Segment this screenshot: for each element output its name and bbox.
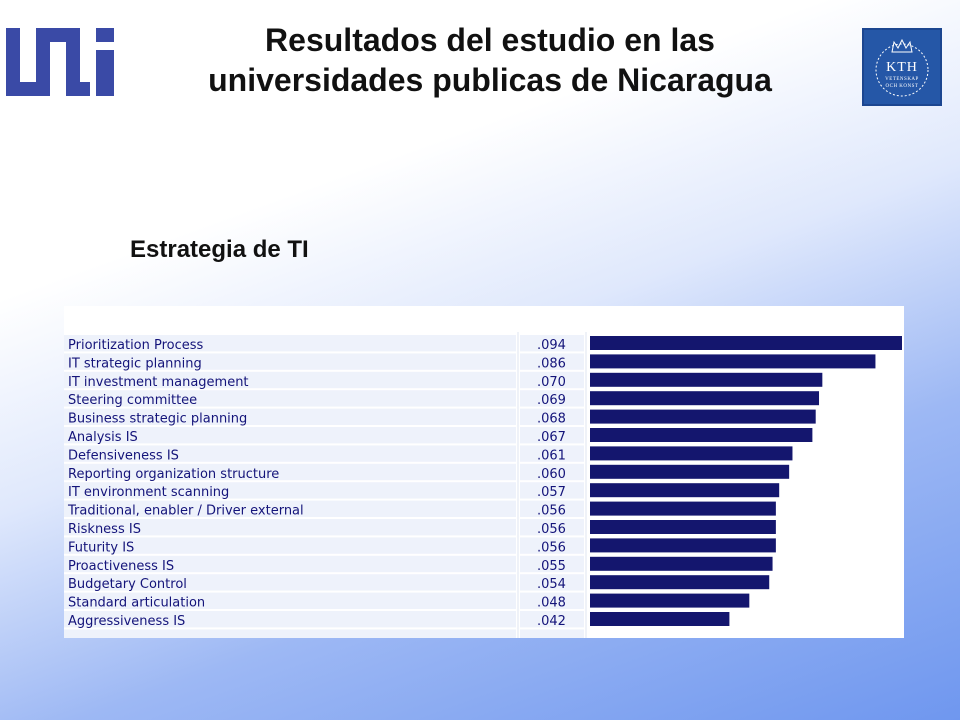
row-value-background — [520, 445, 584, 462]
bar — [590, 391, 820, 406]
value-label: .069 — [537, 393, 566, 408]
row-background — [64, 335, 516, 352]
row-background — [64, 390, 516, 407]
row-value-background — [520, 537, 584, 554]
row-background — [64, 555, 516, 573]
kth-logo-text: KTH — [886, 60, 918, 75]
row-background — [64, 427, 516, 444]
row-background — [64, 463, 516, 481]
kth-logo-subtext-1: VETENSKAP — [885, 77, 919, 82]
value-label: .056 — [537, 540, 566, 555]
page-title: Resultados del estudio en las universida… — [120, 20, 860, 100]
category-label: Reporting organization structure — [68, 467, 279, 482]
bar — [590, 575, 770, 590]
row-value-background — [520, 463, 584, 481]
row-value-background — [520, 353, 584, 370]
row-value-background — [520, 427, 584, 444]
row-background — [64, 371, 516, 389]
category-label: Budgetary Control — [68, 577, 187, 592]
row-background — [64, 611, 516, 628]
value-label: .068 — [537, 412, 566, 427]
category-label: IT environment scanning — [68, 485, 229, 500]
kth-logo: KTH VETENSKAP OCH KONST — [862, 28, 942, 106]
category-label: Riskness IS — [68, 522, 141, 537]
bar — [590, 446, 793, 461]
row-background — [64, 537, 516, 554]
value-label: .086 — [537, 356, 566, 371]
kth-logo-subtext-2: OCH KONST — [885, 84, 919, 89]
page-title-line-1: Resultados del estudio en las — [265, 22, 715, 58]
category-label: Proactiveness IS — [68, 559, 174, 574]
uni-logo-icon — [6, 28, 114, 96]
category-label: IT strategic planning — [68, 356, 202, 371]
value-label: .054 — [537, 577, 566, 592]
value-label: .042 — [537, 614, 566, 629]
section-subtitle: Estrategia de TI — [130, 236, 309, 263]
row-value-background — [520, 629, 584, 638]
value-label: .055 — [537, 559, 566, 574]
bar — [590, 538, 776, 553]
row-background — [64, 353, 516, 370]
value-label: .056 — [537, 522, 566, 537]
row-value-background — [520, 500, 584, 517]
row-background — [64, 500, 516, 517]
bar — [590, 501, 776, 516]
category-label: Futurity IS — [68, 540, 134, 555]
row-value-background — [520, 611, 584, 628]
bar — [590, 612, 730, 626]
bar — [590, 409, 816, 424]
bar-chart-svg: Prioritization Process .094 IT strategic p… — [64, 332, 902, 638]
value-label: .060 — [537, 467, 566, 482]
value-label: .070 — [537, 375, 566, 390]
value-label: .094 — [537, 338, 566, 353]
row-value-background — [520, 371, 584, 389]
bar — [590, 483, 780, 498]
bar — [590, 372, 823, 387]
row-background — [64, 408, 516, 425]
bar — [590, 336, 902, 350]
category-label: Aggressiveness IS — [68, 614, 185, 629]
row-value-background — [520, 574, 584, 591]
crown-icon — [875, 38, 929, 97]
value-label: .061 — [537, 448, 566, 463]
row-value-background — [520, 335, 584, 352]
bar — [590, 556, 773, 571]
category-label: IT investment management — [68, 375, 249, 390]
category-label: Traditional, enabler / Driver external — [67, 504, 304, 519]
value-label: .056 — [537, 504, 566, 519]
row-value-background — [520, 390, 584, 407]
value-label: .048 — [537, 596, 566, 611]
value-label: .067 — [537, 430, 566, 445]
row-value-background — [520, 519, 584, 536]
university-logo-left — [6, 28, 114, 96]
row-value-background — [520, 592, 584, 609]
row-value-background — [520, 408, 584, 425]
row-value-background — [520, 482, 584, 499]
page-title-line-2: universidades publicas de Nicaragua — [208, 62, 772, 98]
bar — [590, 354, 876, 369]
category-label: Business strategic planning — [68, 412, 247, 427]
category-label: Defensiveness IS — [68, 448, 179, 463]
row-background — [64, 629, 516, 638]
row-value-background — [520, 555, 584, 573]
category-label: Standard articulation — [68, 596, 205, 611]
category-label: Analysis IS — [68, 430, 138, 445]
bar — [590, 464, 790, 479]
category-label: Prioritization Process — [68, 338, 204, 353]
row-background — [64, 519, 516, 536]
bar — [590, 593, 750, 608]
bar — [590, 428, 813, 442]
bar — [590, 520, 776, 534]
row-background — [64, 445, 516, 462]
value-label: .057 — [537, 485, 566, 500]
bar-chart: Prioritization Process .094 IT strategic p… — [64, 306, 904, 638]
row-background — [64, 592, 516, 609]
row-background — [64, 574, 516, 591]
category-label: Steering committee — [68, 393, 197, 408]
row-background — [64, 482, 516, 499]
